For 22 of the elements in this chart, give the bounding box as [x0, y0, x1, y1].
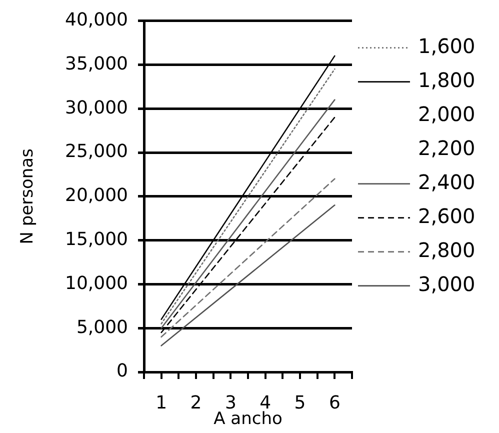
- legend-label: 1,800: [418, 68, 476, 92]
- text: 2,200: [418, 136, 476, 160]
- legend-label: 2,600: [418, 204, 476, 228]
- y-axis-title: N personas: [18, 148, 38, 244]
- y-tick-label: 10,000: [65, 272, 128, 294]
- legend-label: 3,000: [418, 272, 476, 296]
- x-tick-label: 5: [294, 392, 306, 414]
- y-tick-label: 25,000: [65, 141, 128, 162]
- x-tick-label: 6: [328, 392, 340, 414]
- legend-label: 2,800: [418, 238, 476, 262]
- y-tick-label: 35,000: [65, 53, 128, 74]
- y-tick-label: 30,000: [65, 97, 128, 118]
- y-tick-label: 20,000: [65, 185, 128, 206]
- legend-label: 2,400: [418, 170, 476, 194]
- y-tick-label: 15,000: [65, 228, 128, 250]
- y-tick-label: 40,000: [65, 9, 128, 30]
- legend-label: 1,600: [418, 34, 476, 58]
- text: 2,000: [418, 102, 476, 126]
- x-tick-label: 2: [190, 392, 202, 414]
- y-tick-label: 0: [116, 360, 128, 382]
- y-tick-label: 5,000: [76, 316, 128, 338]
- x-tick-label: 1: [156, 392, 168, 414]
